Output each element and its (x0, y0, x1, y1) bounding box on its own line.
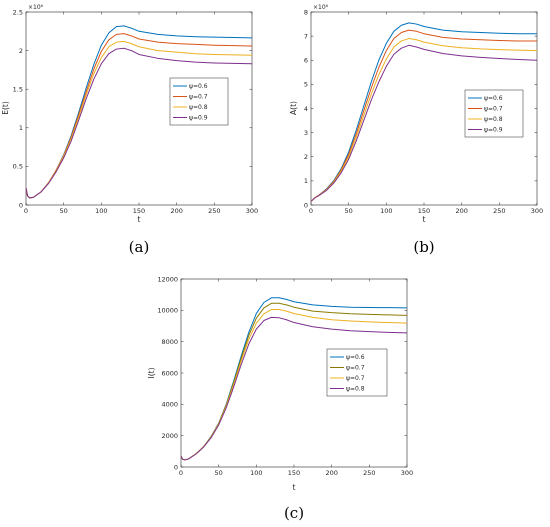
ytick-label: 0.5 (13, 163, 23, 171)
multiplier-a: ×10⁶ (28, 4, 44, 11)
xtick-label: 150 (133, 207, 145, 215)
ytick-label: 0 (174, 463, 178, 471)
ytick-label: 8000 (161, 338, 178, 346)
multiplier-b: ×10⁶ (313, 4, 329, 11)
ytick-label: 1 (19, 124, 23, 132)
legend-label: ψ=0.8 (346, 386, 365, 393)
series-lines-a (25, 25, 253, 199)
ytick-label: 5 (304, 81, 308, 89)
legend-items-c: ψ=0.6 ψ=0.7 ψ=0.7 ψ=0.8 (330, 354, 365, 393)
xtick-label: 150 (418, 207, 430, 215)
xtick-label: 0 (179, 469, 183, 477)
legend-a: ψ=0.6 ψ=0.7 ψ=0.8 ψ=0.9 (169, 77, 229, 126)
ytick-label: 4000 (161, 401, 178, 409)
ticks-c: 0 50 100 150 200 250 300 0 2000 4000 6000 8000 10000… (157, 275, 413, 477)
ytick-label: 0 (304, 201, 308, 209)
xtick-label: 0 (24, 207, 28, 215)
xtick-label: 200 (325, 469, 337, 477)
xtick-label: 50 (215, 469, 223, 477)
xlabel-b: t (423, 215, 426, 224)
ylabel-c: I(t) (147, 367, 156, 378)
legend-label: ψ=0.7 (484, 106, 503, 113)
xtick-label: 250 (208, 207, 220, 215)
ticks-b: 0 50 100 150 200 250 300 0 1 2 3 4 5 6 7 8 (304, 8, 543, 215)
legend-label: ψ=0.9 (189, 115, 208, 122)
series-lines-b (310, 22, 538, 202)
ytick-label: 6 (304, 57, 308, 65)
legend-label: ψ=0.7 (346, 375, 365, 382)
ytick-label: 2000 (161, 432, 178, 440)
xtick-label: 200 (170, 207, 182, 215)
xlabel-a: t (138, 215, 141, 224)
ytick-label: 2 (19, 47, 23, 55)
xlabel-c: t (293, 483, 296, 492)
legend-label: ψ=0.7 (189, 94, 208, 101)
legend-items-a: ψ=0.6 ψ=0.7 ψ=0.8 ψ=0.9 (173, 83, 208, 122)
ytick-label: 2.5 (13, 8, 23, 16)
ytick-label: 1 (304, 177, 308, 185)
panel-c: 0 50 100 150 200 250 300 0 2000 4000 6000 8000 10000… (147, 275, 413, 522)
ytick-label: 10000 (157, 307, 178, 315)
legend-b: ψ=0.6 ψ=0.7 ψ=0.8 ψ=0.9 (464, 89, 524, 138)
caption-b: (b) (413, 238, 434, 256)
ytick-label: 1.5 (13, 86, 23, 94)
ytick-label: 6000 (161, 369, 178, 377)
xtick-label: 100 (95, 207, 107, 215)
caption-a: (a) (129, 238, 150, 256)
series-lines-c (180, 297, 408, 461)
xtick-label: 300 (246, 207, 258, 215)
legend-label: ψ=0.6 (484, 95, 503, 102)
xtick-label: 50 (60, 207, 68, 215)
legend-label: ψ=0.6 (189, 83, 208, 90)
legend-label: ψ=0.7 (346, 365, 365, 372)
series-line-3 (310, 44, 538, 202)
legend-c: ψ=0.6 ψ=0.7 ψ=0.7 ψ=0.8 (326, 348, 388, 397)
ylabel-a: E(t) (1, 101, 10, 115)
xtick-label: 250 (363, 469, 375, 477)
xtick-label: 200 (455, 207, 467, 215)
ytick-label: 7 (304, 32, 308, 40)
xtick-label: 50 (345, 207, 353, 215)
ylabel-b: A(t) (289, 101, 298, 115)
ytick-label: 8 (304, 8, 308, 16)
ytick-label: 4 (304, 105, 308, 113)
xtick-label: 150 (288, 469, 300, 477)
ytick-label: 2 (304, 153, 308, 161)
xtick-label: 250 (493, 207, 505, 215)
ytick-label: 3 (304, 129, 308, 137)
legend-items-b: ψ=0.6 ψ=0.7 ψ=0.8 ψ=0.9 (468, 95, 503, 134)
legend-label: ψ=0.8 (189, 104, 208, 111)
caption-c: (c) (284, 504, 304, 522)
xtick-label: 0 (309, 207, 313, 215)
xtick-label: 100 (380, 207, 392, 215)
legend-label: ψ=0.6 (346, 354, 365, 361)
series-line-3 (25, 47, 253, 199)
ytick-label: 12000 (157, 275, 178, 283)
xtick-label: 300 (401, 469, 413, 477)
series-line-2 (310, 38, 538, 202)
panel-a: 0 50 100 150 200 250 300 0 0.5 1 1.5 2 2.5 ×10⁶ t E(… (1, 4, 258, 256)
legend-label: ψ=0.8 (484, 116, 503, 123)
xtick-label: 100 (250, 469, 262, 477)
ticks-a: 0 50 100 150 200 250 300 0 0.5 1 1.5 2 2.5 (13, 8, 259, 215)
ytick-label: 0 (19, 201, 23, 209)
legend-label: ψ=0.9 (484, 127, 503, 134)
xtick-label: 300 (531, 207, 543, 215)
series-line-3 (180, 316, 408, 461)
